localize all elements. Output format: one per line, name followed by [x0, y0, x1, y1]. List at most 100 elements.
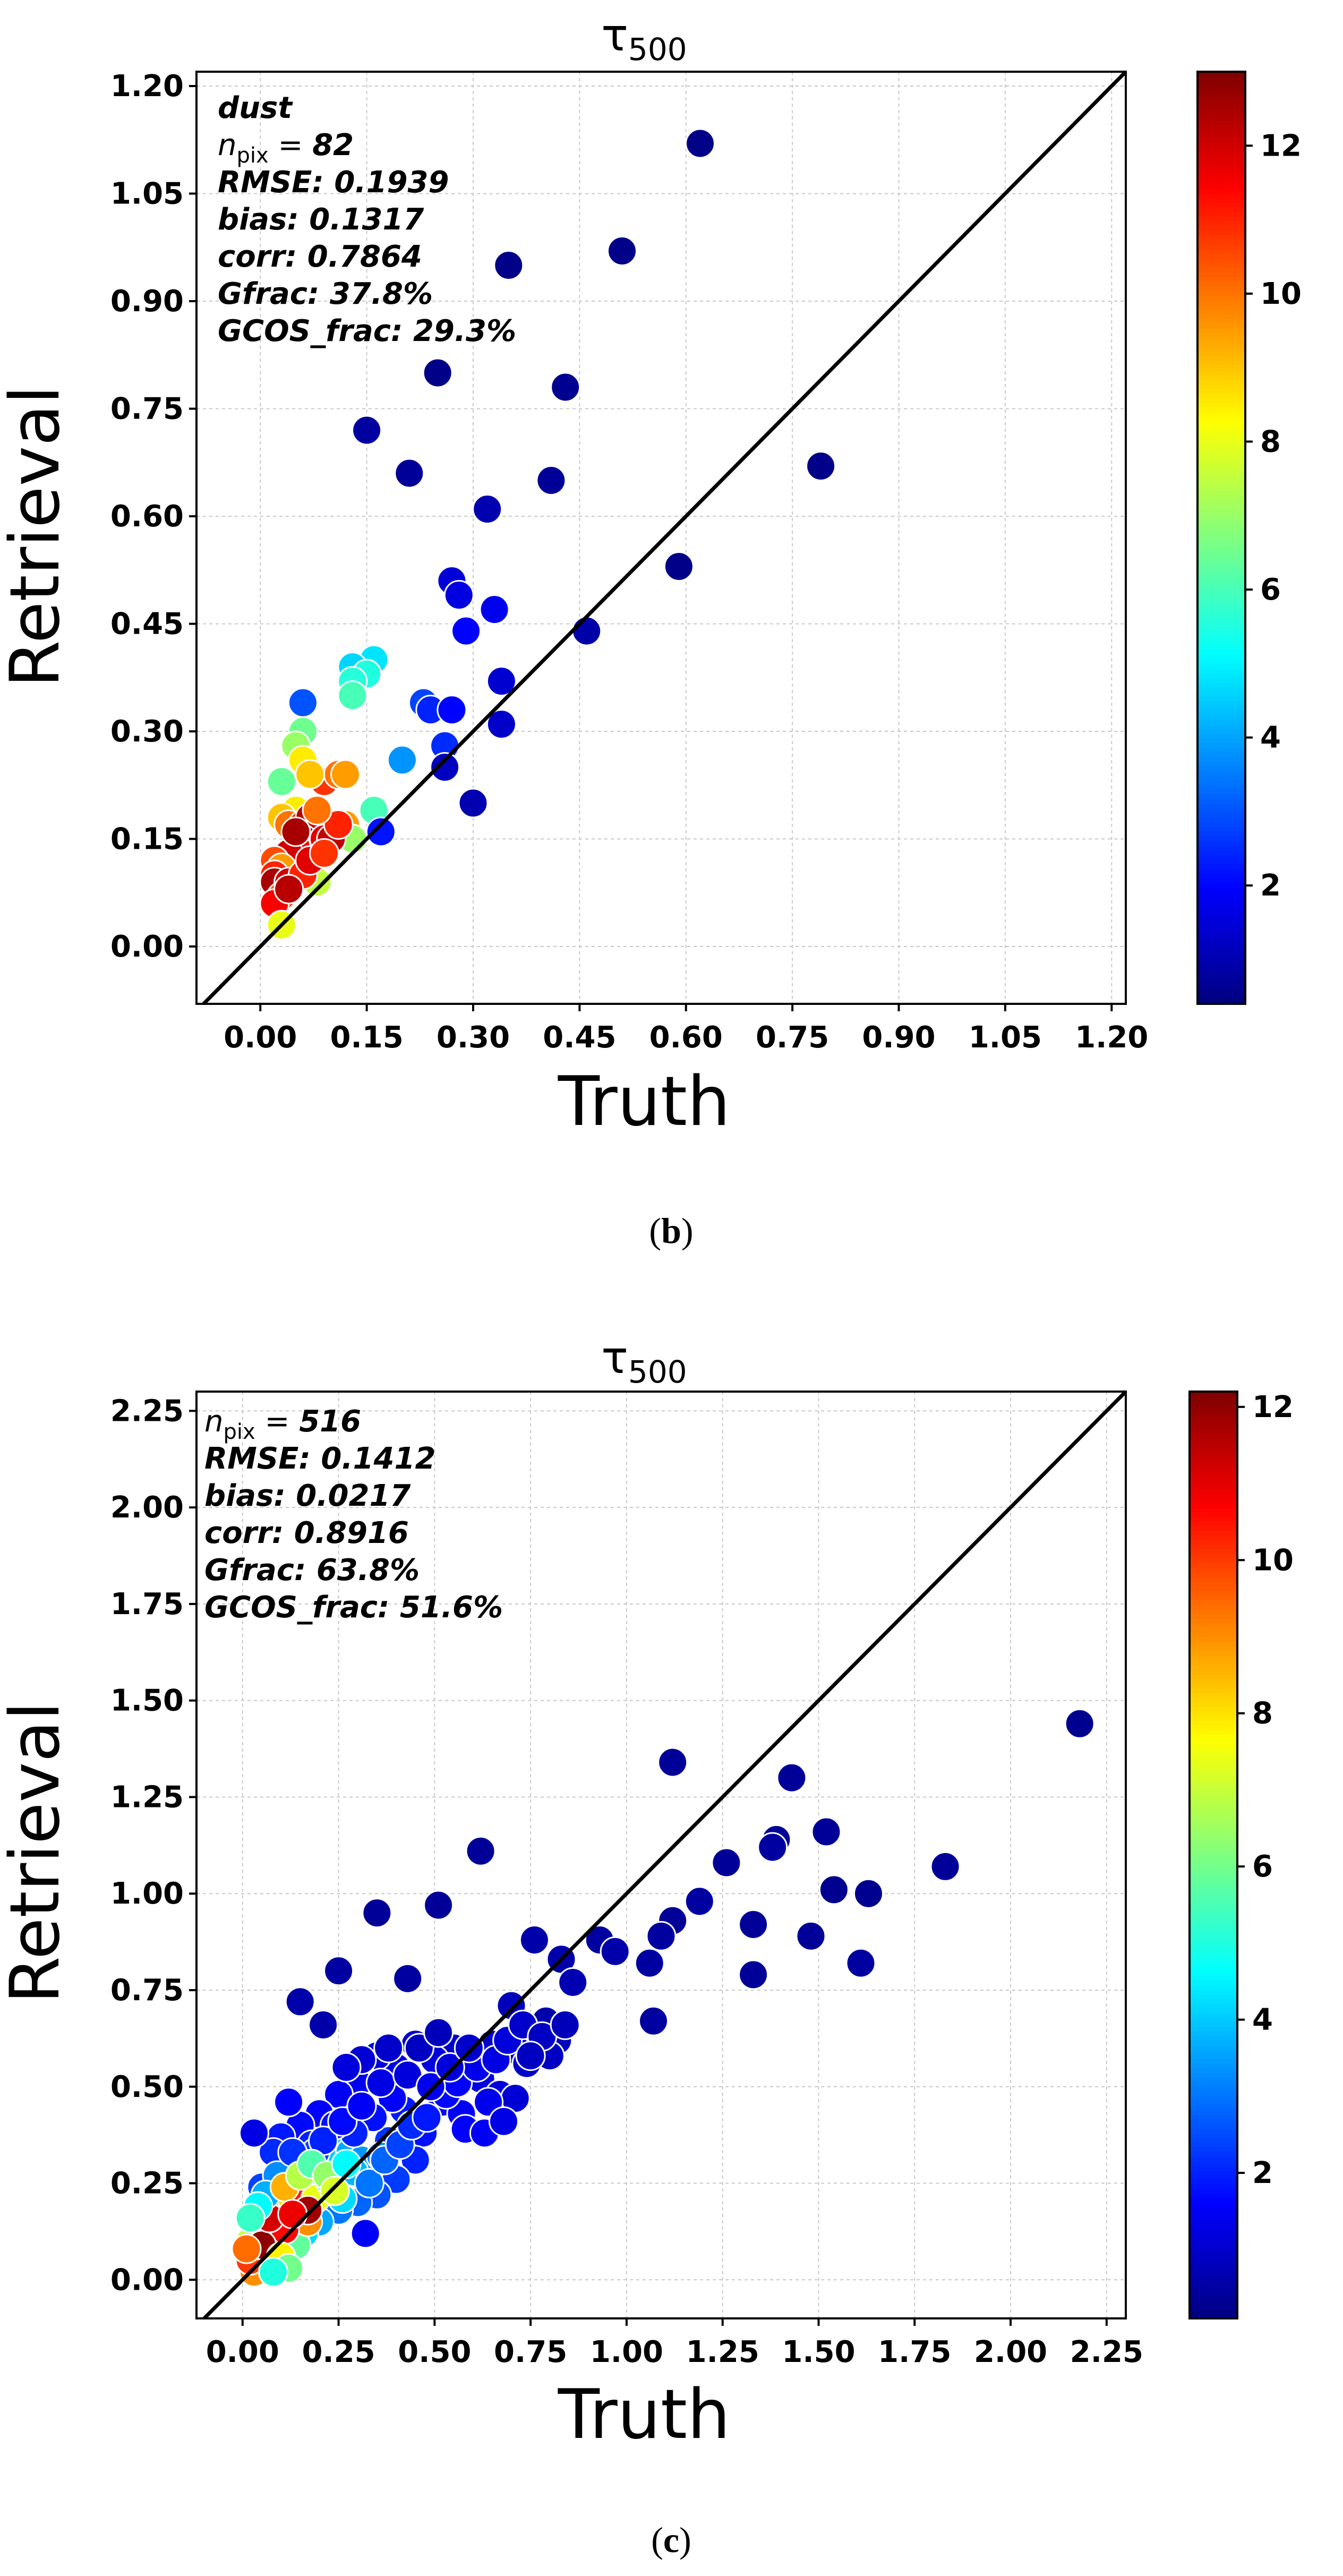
y-tick-label: 1.75	[110, 1587, 184, 1622]
colorbar-segment	[1197, 109, 1245, 114]
colorbar-segment	[1190, 1998, 1237, 2004]
colorbar-segment	[1190, 2119, 1237, 2125]
colorbar-segment	[1190, 2249, 1237, 2254]
colorbar-segment	[1190, 2072, 1237, 2078]
colorbar-segment	[1197, 496, 1245, 501]
x-tick-label: 2.25	[1070, 2335, 1143, 2369]
colorbar-segment	[1190, 1785, 1237, 1790]
colorbar-segment	[1197, 570, 1245, 576]
colorbar-segment	[1190, 1929, 1237, 1934]
colorbar-segment	[1190, 1850, 1237, 1856]
scatter-point	[600, 1936, 630, 1967]
scatter-point	[571, 616, 602, 646]
colorbar-segment	[1197, 127, 1245, 133]
colorbar-segment	[1197, 784, 1245, 790]
colorbar-segment	[1197, 207, 1245, 212]
colorbar-segment	[1197, 477, 1245, 482]
colorbar-segment	[1197, 756, 1245, 762]
scatter-point	[323, 809, 354, 840]
colorbar-segment	[1190, 2183, 1237, 2189]
colorbar-segment	[1197, 472, 1245, 478]
colorbar-segment	[1197, 346, 1245, 352]
colorbar-segment	[1190, 2193, 1237, 2198]
colorbar-segment	[1197, 882, 1245, 888]
colorbar-segment	[1190, 1414, 1237, 1420]
colorbar-segment	[1190, 1438, 1237, 1443]
colorbar-segment	[1190, 1813, 1237, 1819]
x-tick-label: 0.15	[330, 1020, 404, 1055]
colorbar-segment	[1190, 2049, 1237, 2055]
colorbar-segment	[1197, 738, 1245, 744]
colorbar-segment	[1190, 1910, 1237, 1916]
colorbar-segment	[1197, 948, 1245, 953]
colorbar-segment	[1197, 775, 1245, 781]
colorbar-segment	[1190, 2202, 1237, 2208]
colorbar-segment	[1197, 929, 1245, 934]
scatter-point	[550, 2009, 580, 2040]
colorbar-segment	[1197, 682, 1245, 687]
colorbar-segment	[1190, 2086, 1237, 2092]
colorbar-segment	[1190, 1535, 1237, 1540]
colorbar-segment	[1190, 1906, 1237, 1911]
colorbar-segment	[1197, 458, 1245, 464]
scatter-point	[757, 1832, 788, 1863]
colorbar-segment	[1190, 1651, 1237, 1656]
scatter-point	[443, 580, 474, 610]
colorbar-segment	[1190, 2114, 1237, 2120]
colorbar-segment	[1197, 939, 1245, 944]
scatter-point	[273, 874, 304, 905]
colorbar-tick-label: 10	[1260, 277, 1302, 311]
colorbar-segment	[1190, 2063, 1237, 2069]
colorbar-segment	[1197, 701, 1245, 706]
colorbar-segment	[1197, 612, 1245, 618]
colorbar-segment	[1190, 1915, 1237, 1921]
colorbar-segment	[1190, 1410, 1237, 1415]
colorbar-segment	[1197, 901, 1245, 907]
x-tick-label: 1.50	[782, 2335, 855, 2369]
colorbar-tick-label: 6	[1260, 573, 1281, 607]
stats-npix: npix = 516	[204, 1404, 361, 1444]
colorbar-segment	[1197, 295, 1245, 301]
colorbar-segment	[1190, 1989, 1237, 1994]
colorbar-segment	[1190, 2068, 1237, 2074]
scatter-point	[330, 759, 361, 790]
colorbar-segment	[1190, 1461, 1237, 1466]
stats-box: dust npix = 82 RMSE: 0.1939 bias: 0.1317…	[218, 91, 516, 348]
colorbar-segment	[1190, 1503, 1237, 1508]
colorbar-segment	[1190, 2123, 1237, 2129]
colorbar-segment	[1190, 1581, 1237, 1587]
colorbar-segment	[1190, 1702, 1237, 1707]
scatter-point	[266, 766, 297, 797]
colorbar-segment	[1190, 2290, 1237, 2296]
colorbar-segment	[1197, 733, 1245, 739]
colorbar-segment	[1197, 598, 1245, 603]
colorbar-segment	[1197, 300, 1245, 305]
colorbar-segment	[1197, 692, 1245, 697]
colorbar-segment	[1197, 724, 1245, 729]
colorbar-tick-label: 2	[1252, 2156, 1273, 2190]
colorbar-segment	[1190, 2225, 1237, 2231]
colorbar-segment	[1190, 1984, 1237, 1990]
colorbar-segment	[1190, 1558, 1237, 1564]
colorbar-segment	[1190, 2174, 1237, 2180]
colorbar-segment	[1190, 1836, 1237, 1841]
x-tick-label: 1.25	[686, 2335, 759, 2369]
colorbar-segment	[1190, 1725, 1237, 1730]
colorbar-segment	[1197, 654, 1245, 660]
x-tick-label: 1.05	[969, 1020, 1042, 1055]
colorbar-segment	[1197, 533, 1245, 539]
colorbar-segment	[1197, 672, 1245, 678]
colorbar-segment	[1190, 1419, 1237, 1425]
colorbar-segment	[1197, 650, 1245, 655]
colorbar-segment	[1197, 714, 1245, 720]
scatter-point	[472, 494, 503, 524]
colorbar-segment	[1190, 1790, 1237, 1795]
colorbar-segment	[1197, 579, 1245, 585]
colorbar-segment	[1190, 1521, 1237, 1526]
scatter-point	[365, 2068, 396, 2098]
stats-gfrac: Gfrac: 37.8%	[218, 277, 433, 311]
colorbar-segment	[1190, 2230, 1237, 2236]
colorbar-segment	[1190, 1549, 1237, 1554]
scatter-point	[853, 1878, 884, 1909]
y-axis-ticks: 0.00 0.15 0.30 0.45 0.60 0.75 0.90 1.05 1.20	[110, 69, 196, 964]
